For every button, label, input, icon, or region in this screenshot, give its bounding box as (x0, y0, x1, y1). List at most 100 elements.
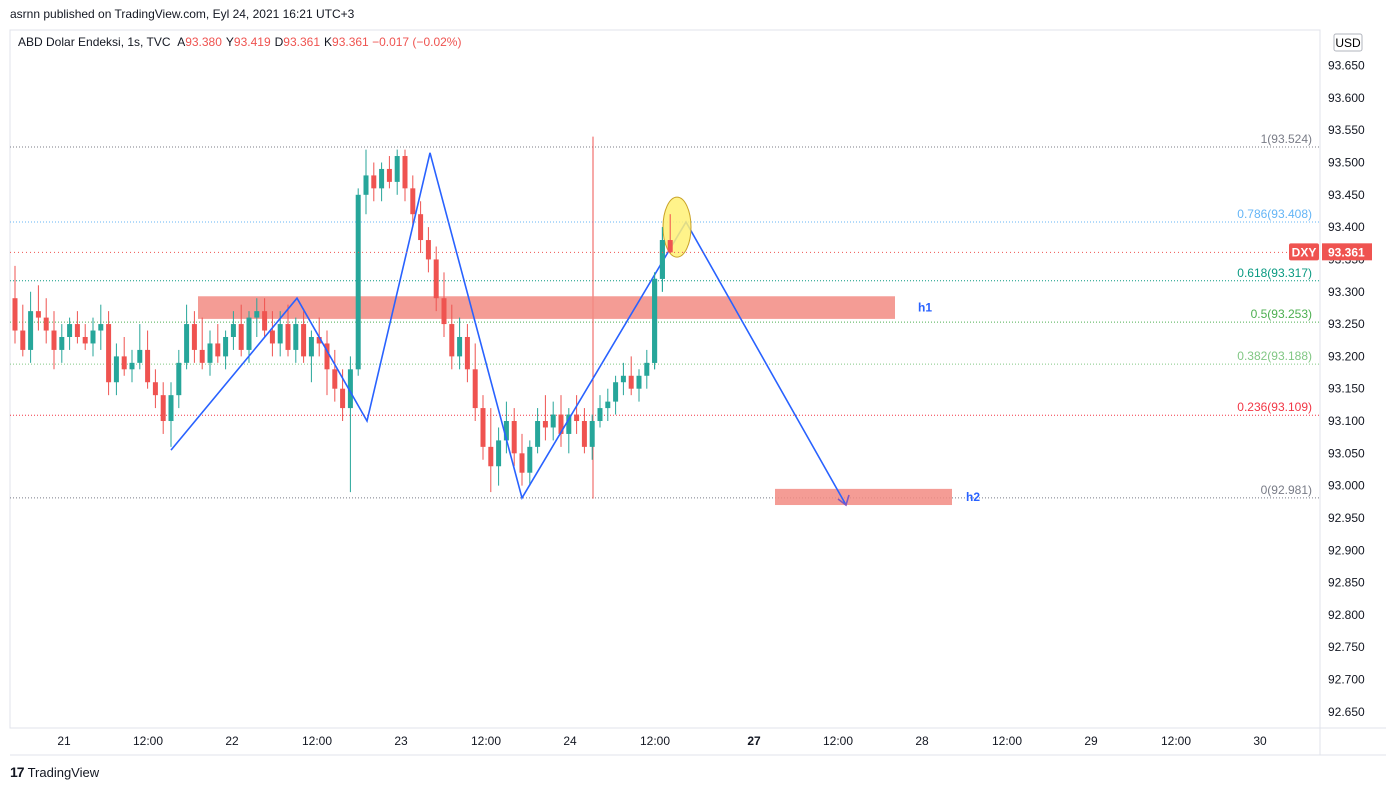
candle (129, 349, 135, 383)
pattern-line[interactable] (170, 152, 847, 506)
candle (659, 227, 665, 292)
candle (644, 349, 650, 389)
candle (215, 324, 221, 363)
y-tick-label: 93.550 (1328, 123, 1365, 137)
x-tick-label: 12:00 (823, 734, 853, 748)
candle (285, 304, 291, 357)
candle (394, 149, 400, 195)
candle (558, 395, 564, 447)
price-tag: 93.361 (1322, 243, 1372, 261)
y-tick-label: 93.200 (1328, 349, 1365, 363)
y-tick-label: 93.300 (1328, 285, 1365, 299)
candle (589, 414, 595, 460)
candle (98, 304, 104, 350)
candle (605, 388, 611, 422)
candle (464, 324, 470, 383)
zone-label-h2: h2 (966, 490, 980, 504)
footer-brand[interactable]: 17 TradingView (10, 764, 99, 780)
currency-button[interactable]: USD (1333, 33, 1363, 52)
candle (542, 395, 548, 441)
x-tick-label: 12:00 (133, 734, 163, 748)
candle (355, 188, 361, 376)
y-tick-label: 92.650 (1328, 705, 1365, 719)
candle (51, 311, 57, 370)
candle (496, 427, 502, 486)
candle (386, 156, 392, 189)
candles (12, 149, 673, 493)
candle (550, 401, 556, 441)
candles-overlay (652, 214, 673, 370)
y-tick-label: 93.500 (1328, 155, 1365, 169)
zone-h2[interactable] (775, 488, 952, 506)
fib-level-label: 1(93.524) (1261, 132, 1312, 146)
y-tick-label: 93.150 (1328, 382, 1365, 396)
candle (67, 317, 73, 350)
pattern-arrow-icon (837, 494, 850, 507)
fib-level-label: 0.618(93.317) (1237, 266, 1312, 280)
candle (269, 311, 275, 357)
candle (223, 330, 229, 370)
zone-label-h1: h1 (918, 301, 932, 315)
x-tick-label: 12:00 (471, 734, 501, 748)
legend-o-label: A (177, 35, 185, 49)
candle (457, 317, 463, 370)
candle (152, 369, 158, 409)
candle (160, 382, 166, 434)
candle (191, 311, 197, 363)
candle (535, 408, 541, 454)
fib-level-label: 0(92.981) (1261, 483, 1312, 497)
symbol-legend: ABD Dolar Endeksi, 1s, TVC A93.380 Y93.41… (18, 35, 461, 49)
candle (145, 330, 151, 389)
candle (199, 317, 205, 370)
y-tick-label: 93.000 (1328, 479, 1365, 493)
candle (246, 311, 252, 363)
published-line: asrnn published on TradingView.com, Eyl … (10, 7, 355, 21)
candle (90, 317, 96, 357)
candle (184, 304, 190, 370)
currency-label: USD (1335, 36, 1361, 50)
x-tick-label: 28 (915, 734, 929, 748)
legend-change: −0.017 (−0.02%) (372, 35, 461, 49)
candle (106, 311, 112, 396)
y-tick-label: 92.750 (1328, 640, 1365, 654)
candle (581, 408, 587, 454)
candle (503, 401, 509, 454)
fib-level-label: 0.5(93.253) (1251, 307, 1312, 321)
candle (613, 375, 619, 415)
fib-level-label: 0.382(93.188) (1237, 349, 1312, 363)
y-tick-label: 93.450 (1328, 188, 1365, 202)
fib-level-label: 0.786(93.408) (1237, 207, 1312, 221)
y-tick-label: 93.050 (1328, 446, 1365, 460)
candle (207, 330, 213, 376)
candle (574, 395, 580, 434)
candle (20, 304, 26, 357)
candle (628, 356, 634, 396)
candle (636, 369, 642, 402)
candle (238, 304, 244, 357)
candle (332, 349, 338, 402)
candle (433, 246, 439, 312)
price-tag-text: 93.361 (1328, 245, 1365, 259)
x-tick-label: 27 (747, 734, 761, 748)
x-tick-label: 12:00 (302, 734, 332, 748)
candle (74, 311, 80, 344)
candle (254, 298, 260, 337)
x-tick-label: 12:00 (992, 734, 1022, 748)
candle (402, 149, 408, 202)
fib-level-label: 0.236(93.109) (1237, 400, 1312, 414)
y-tick-label: 93.400 (1328, 220, 1365, 234)
candle (308, 330, 314, 383)
candle (43, 298, 49, 344)
x-tick-label: 24 (563, 734, 577, 748)
symbol-tag: DXY (1289, 243, 1319, 261)
candle (82, 324, 88, 350)
candle (363, 149, 369, 215)
highlight-ellipse[interactable] (662, 196, 692, 258)
y-tick-label: 92.900 (1328, 543, 1365, 557)
candle (519, 433, 525, 486)
zone-h1[interactable] (198, 296, 895, 319)
candle (441, 272, 447, 337)
candle (410, 175, 416, 228)
candle (12, 265, 18, 344)
